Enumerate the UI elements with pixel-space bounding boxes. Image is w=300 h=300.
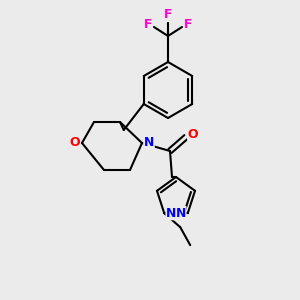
Text: N: N xyxy=(176,207,186,220)
Text: F: F xyxy=(144,17,152,31)
Text: O: O xyxy=(70,136,80,149)
Text: F: F xyxy=(184,17,192,31)
Text: N: N xyxy=(144,136,154,149)
Text: O: O xyxy=(188,128,198,140)
Text: N: N xyxy=(166,207,176,220)
Text: F: F xyxy=(164,8,172,22)
